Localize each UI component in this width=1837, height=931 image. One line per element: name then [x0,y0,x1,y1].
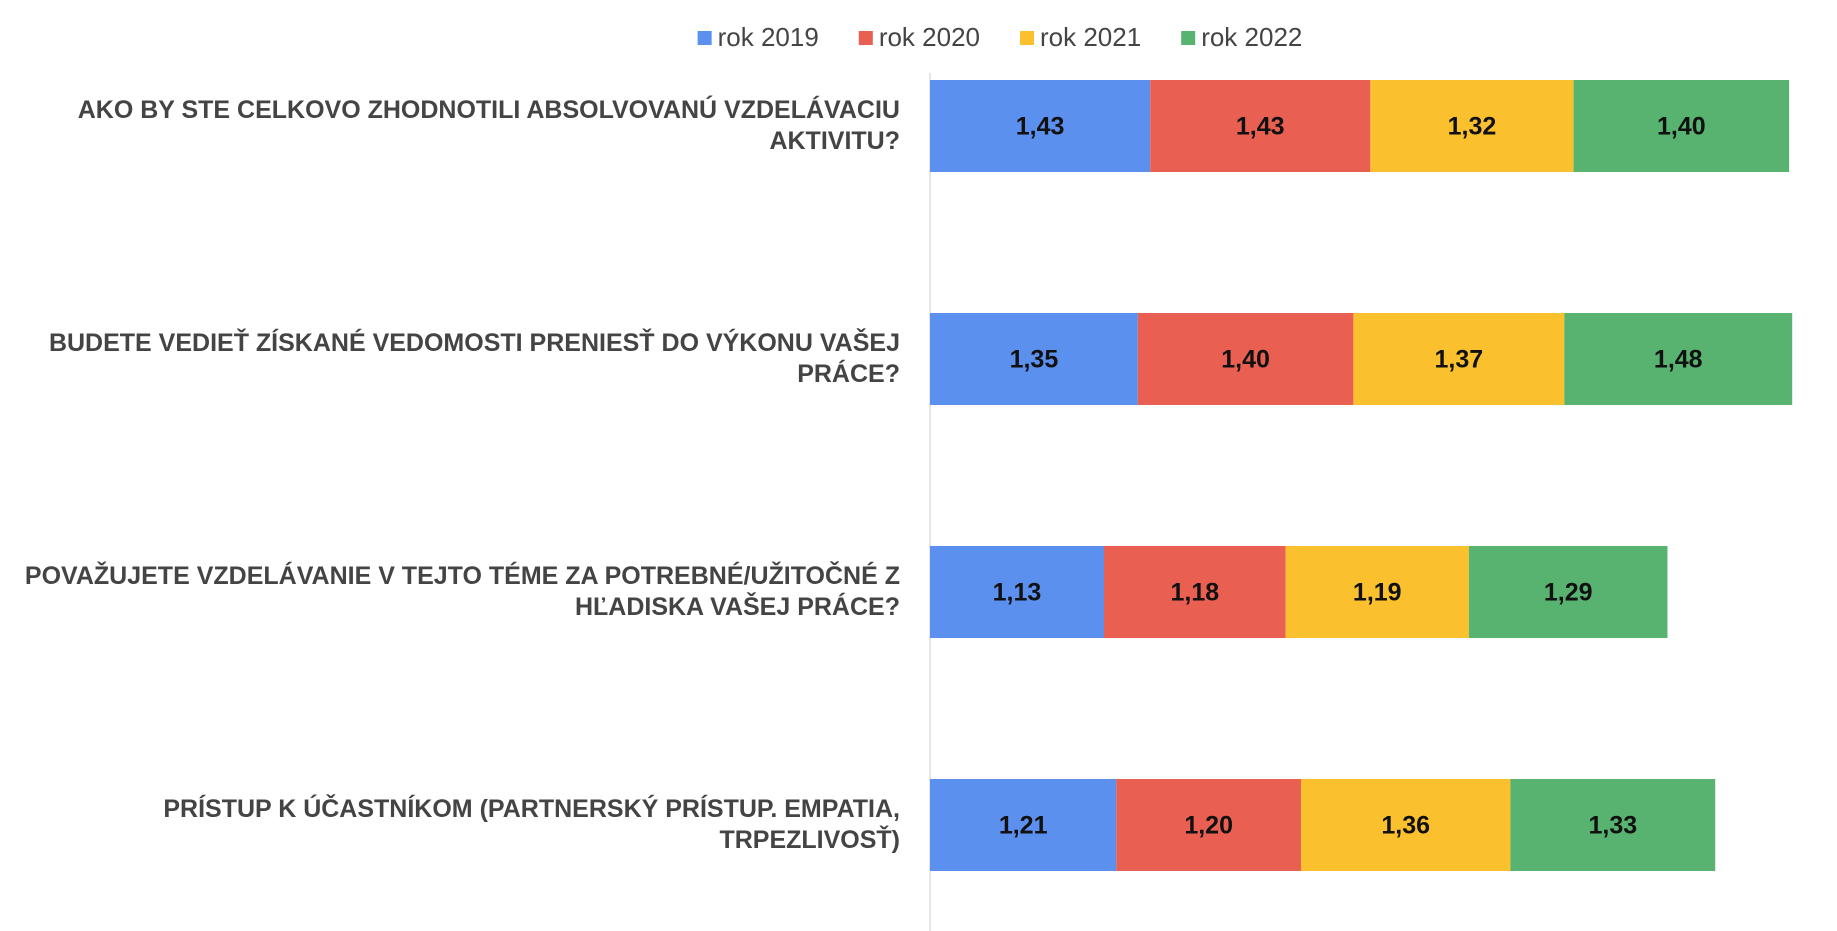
legend-label: rok 2022 [1201,22,1302,52]
legend-label: rok 2020 [879,22,980,52]
bar-segment [1150,80,1371,172]
bar-segment [1116,779,1302,871]
value-label: 1,40 [1221,346,1270,374]
bar-segment [1103,546,1286,638]
category-label: AKO BY STE CELKOVO ZHODNOTILI ABSOLVOVAN… [77,96,900,155]
value-label: 1,43 [1236,113,1285,141]
legend-label: rok 2021 [1040,22,1141,52]
bar-segment [1370,80,1574,172]
legend-swatch [1020,31,1034,45]
value-label: 1,20 [1184,812,1233,840]
value-label: 1,37 [1435,346,1484,374]
value-label: 1,29 [1544,579,1593,607]
bar-segment [1137,313,1354,405]
bar-segment [1510,779,1716,871]
category-label: BUDETE VEDIEŤ ZÍSKANÉ VEDOMOSTI PRENIESŤ… [48,329,900,388]
legend-swatch [1181,31,1196,45]
category-label: PRÍSTUP K ÚČASTNÍKOM (PARTNERSKÝ PRÍSTUP… [163,795,900,854]
bar-segment [930,546,1104,638]
legend-label: rok 2019 [718,22,819,52]
category-label: POVAŽUJETE VZDELÁVANIE V TEJTO TÉME ZA P… [24,562,900,621]
bar-segment [930,80,1151,172]
legend-swatch [858,31,873,45]
value-label: 1,43 [1016,113,1065,141]
bar-segment [1301,779,1511,871]
value-label: 1,13 [993,579,1042,607]
value-label: 1,19 [1353,579,1402,607]
bar-segment [930,779,1117,871]
value-label: 1,35 [1010,346,1059,374]
value-label: 1,33 [1589,812,1638,840]
value-label: 1,21 [999,812,1048,840]
bar-segment [1564,313,1793,405]
bar-segment [1285,546,1469,638]
legend-swatch [697,31,712,45]
value-label: 1,36 [1381,812,1430,840]
bar-segment [930,313,1138,405]
value-label: 1,40 [1657,113,1706,141]
value-label: 1,32 [1448,113,1497,141]
value-label: 1,18 [1170,579,1219,607]
bar-segment [1573,80,1790,172]
bar-segment [1353,313,1565,405]
value-label: 1,48 [1654,346,1703,374]
bar-segment [1468,546,1668,638]
